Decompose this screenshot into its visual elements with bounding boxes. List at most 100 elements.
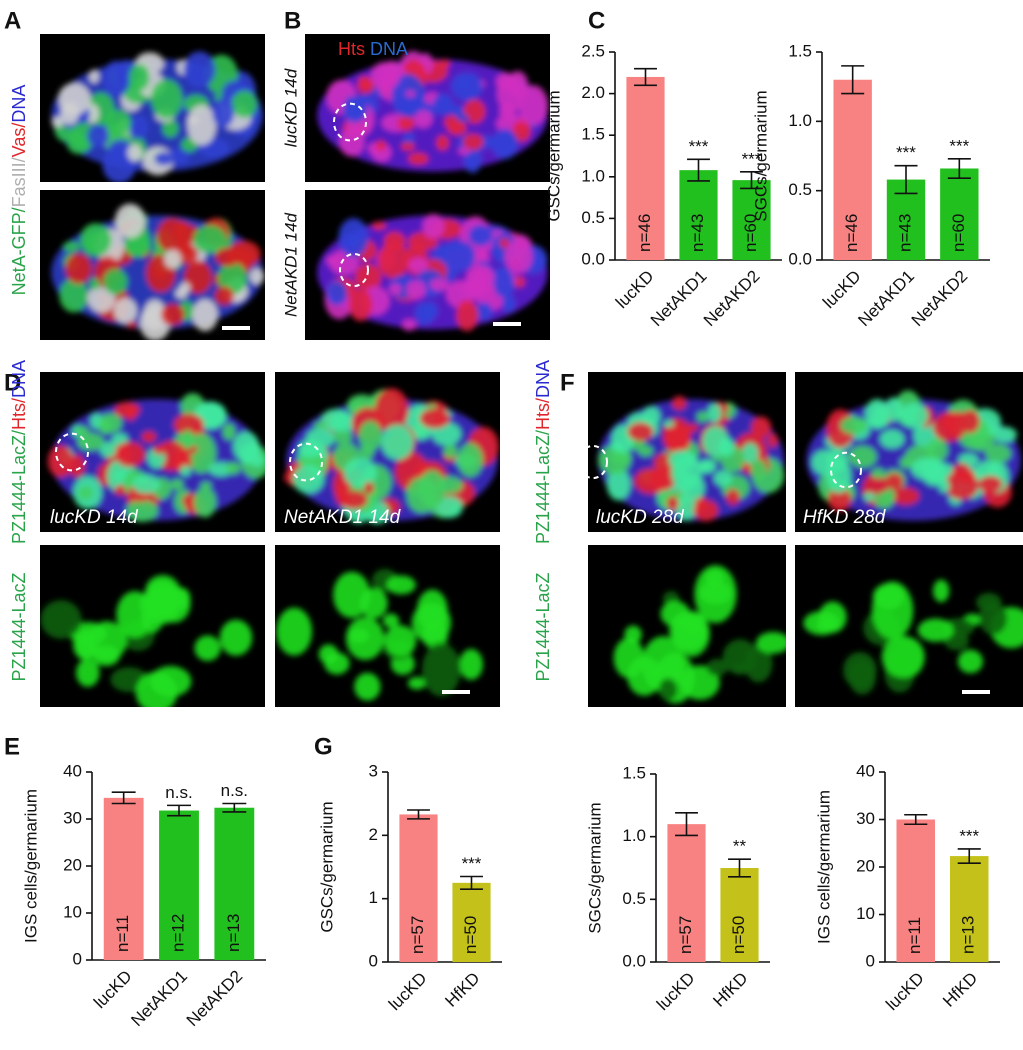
blob [985,443,1012,464]
blob [152,444,166,455]
error-bar [728,858,751,878]
n-label: n=13 [959,916,978,954]
blob [363,481,374,495]
stain-part: DNA [9,85,29,123]
blob [325,255,339,266]
significance: *** [896,143,916,162]
y-tick-label: 30 [63,808,82,827]
n-label: n=46 [842,214,861,252]
niche-circle [578,444,608,480]
image-label: HfKD 28d [803,507,887,528]
blob [869,414,889,428]
blob [702,425,729,457]
blob [419,408,451,429]
y-tick-label: 2.5 [581,41,605,60]
micrograph-content [317,50,549,173]
blob [429,278,450,292]
blob [660,600,690,627]
blob [666,496,679,511]
micrograph-content [597,396,785,522]
bar [833,79,872,260]
error-bar [634,67,657,87]
blob [848,445,877,469]
y-tick-label: 1.5 [622,763,646,782]
y-tick-label: 1.0 [788,111,812,130]
blob [324,652,350,675]
blob [74,425,90,437]
blob [407,152,429,166]
blob [89,278,101,291]
blob [173,413,204,436]
stain-label: PZ1444-LacZ [533,572,553,681]
y-tick-label: 40 [856,761,875,780]
x-tick-label: lucKD [612,267,658,313]
bar [667,824,706,962]
blob [658,678,678,701]
error-bar [687,158,710,182]
blob [447,122,467,136]
blob [423,301,439,320]
stain-label: Hts DNA [338,39,408,59]
blob [881,635,925,678]
blob [313,421,327,430]
blob [111,432,129,446]
y-axis-label: SGCs/germarium [585,802,604,933]
panel-letter: C [588,7,605,34]
significance: *** [689,137,709,156]
y-tick-label: 20 [63,855,82,874]
y-tick-label: 0 [866,951,875,970]
blob [413,110,433,129]
stain-part: PZ1444-LacZ/ [533,430,553,544]
blob [684,616,702,634]
panel-letter: A [4,7,21,34]
blob [87,621,127,662]
stain-part: DNA [533,360,553,398]
blob [606,468,631,501]
blob [899,456,912,469]
bar [626,76,665,261]
niche-circle [830,451,862,489]
blob [276,607,313,656]
error-bar [947,157,971,179]
blob [400,142,416,151]
blob [512,120,532,143]
blob [693,499,719,522]
blob [40,600,82,639]
niche-circle [55,432,89,472]
blob [149,666,192,697]
blob [141,431,157,443]
blob [713,470,733,487]
blob [811,449,839,476]
error-bar [894,164,918,195]
blob [354,672,381,701]
blob [978,475,1003,493]
blob [457,147,471,155]
micrograph-content [806,390,1021,521]
y-tick-label: 10 [63,902,82,921]
blob [326,280,348,306]
niche-circle [289,442,323,482]
n-label: n=57 [408,916,427,954]
n-label: n=12 [168,914,187,952]
blob [459,648,483,680]
micrograph-content [47,393,265,522]
blob [343,457,377,488]
blob [518,85,549,126]
blob [338,218,369,258]
blob [962,469,976,484]
blob [179,282,191,294]
blob [102,60,131,97]
blob [194,635,221,661]
blob [699,581,733,605]
blob [863,492,876,502]
x-tick-label: NetAKD1 [647,267,711,331]
y-tick-label: 1.5 [581,125,605,144]
y-axis-label: GSCs/germarium [544,90,563,221]
blob [979,602,1008,635]
blob [79,223,112,257]
n-label: n=50 [461,916,480,954]
error-bar [957,848,981,864]
stain-part: PZ1444-LacZ/ [9,430,29,544]
blob [77,485,93,500]
blob [62,241,81,253]
